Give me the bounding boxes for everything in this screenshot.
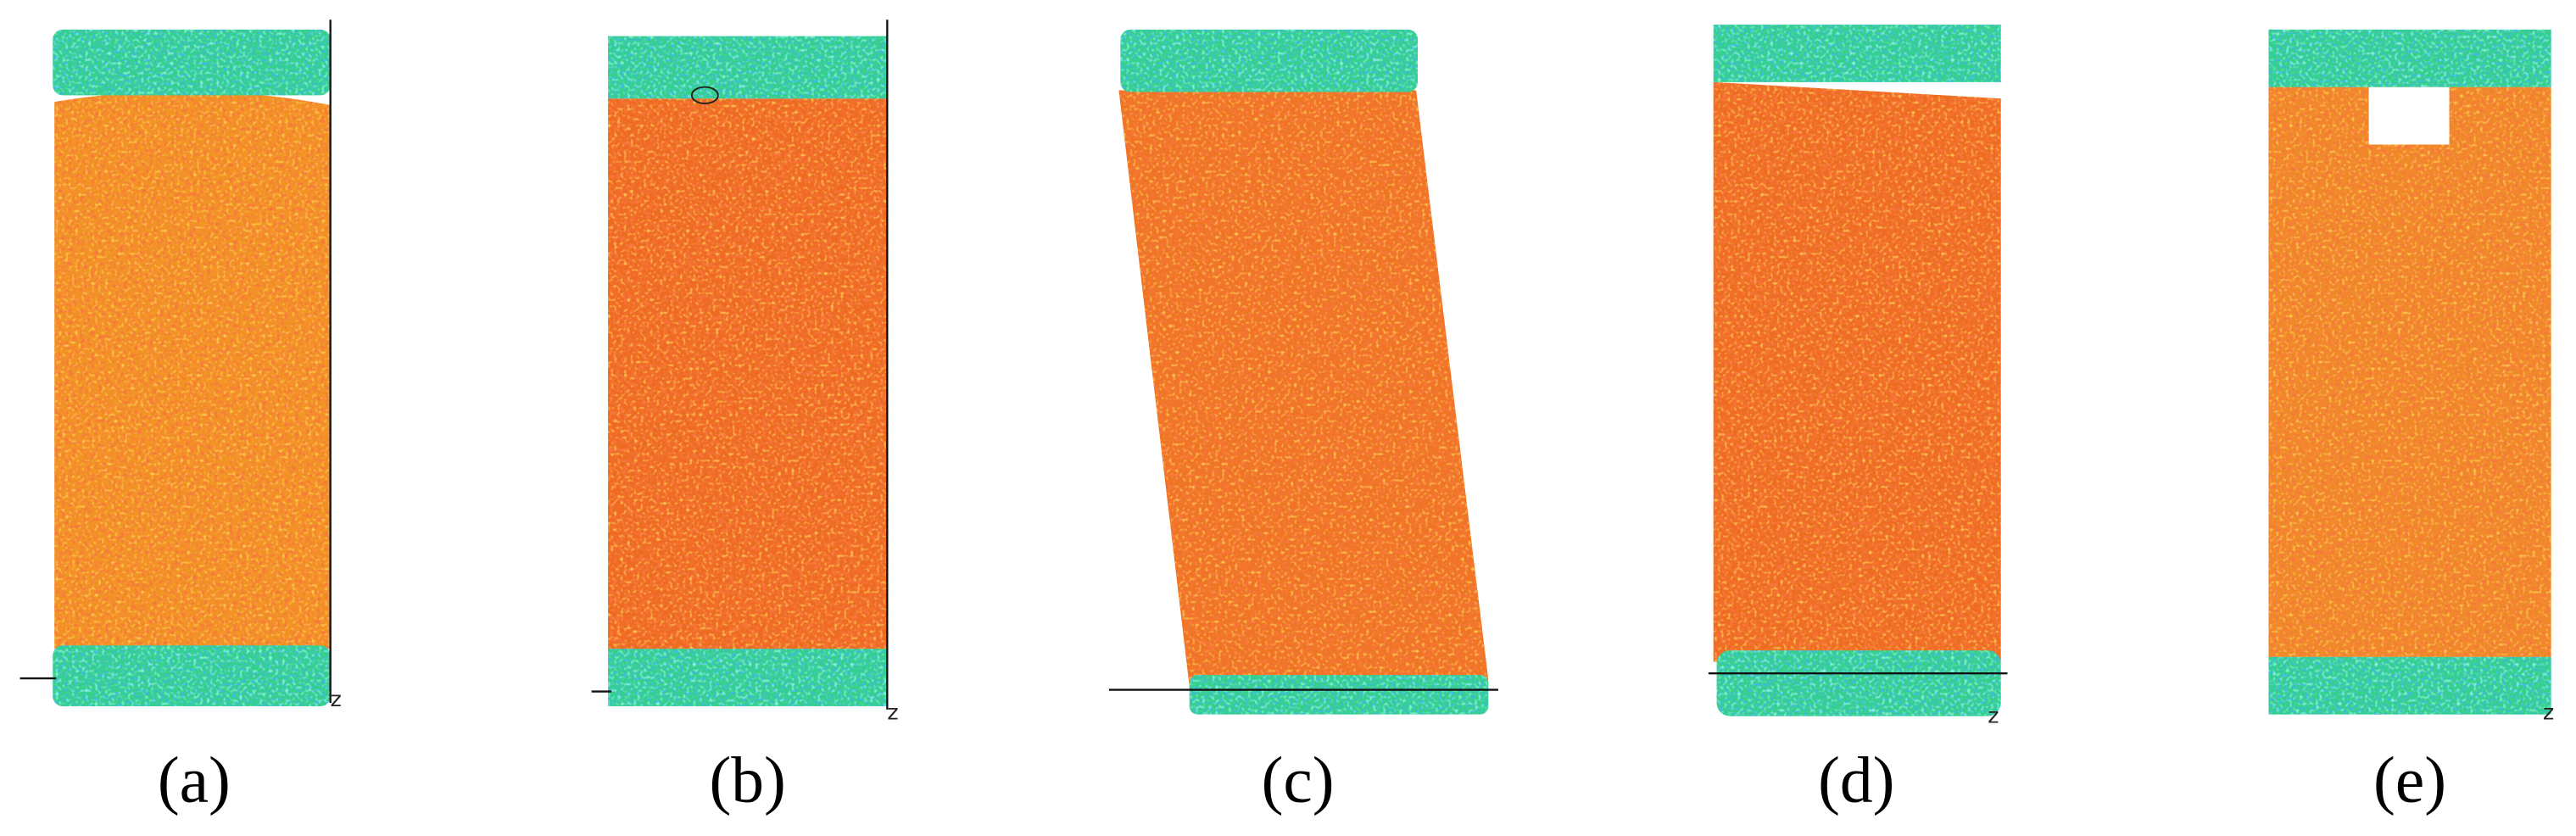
axis-label: z xyxy=(1988,703,1999,727)
panel-label: (e) xyxy=(2373,743,2446,816)
panel-a: z (a) xyxy=(20,20,342,816)
cap xyxy=(1713,25,2001,716)
cap xyxy=(2268,29,2551,715)
cap xyxy=(1120,29,1489,715)
body xyxy=(54,91,331,649)
body xyxy=(1713,81,2001,662)
panel-label: (d) xyxy=(1818,743,1894,816)
axis-label: z xyxy=(887,699,898,724)
body xyxy=(1118,90,1489,687)
marker xyxy=(690,86,719,105)
panel-b: z (b) xyxy=(591,20,899,816)
body xyxy=(608,98,888,653)
body xyxy=(2268,86,2551,657)
panel-c: (c) xyxy=(1108,29,1498,816)
axis-label: z xyxy=(2543,699,2554,724)
cut-out xyxy=(2368,86,2450,145)
panel-label: (a) xyxy=(158,743,231,816)
cap xyxy=(608,36,888,706)
cap xyxy=(53,29,331,706)
axis-label: z xyxy=(331,687,342,711)
panel-label: (b) xyxy=(710,743,786,816)
panel-d: z (d) xyxy=(1708,25,2008,816)
panel-label: (c) xyxy=(1262,743,1335,816)
panel-e: z (e) xyxy=(2268,29,2554,816)
